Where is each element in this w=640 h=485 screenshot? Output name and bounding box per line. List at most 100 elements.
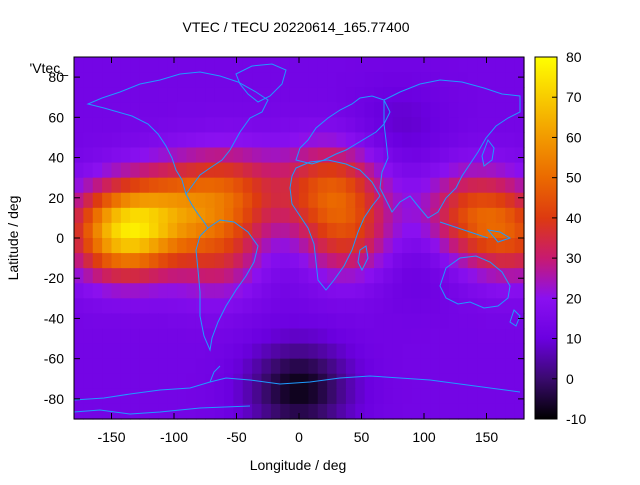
- heatmap-cell: [439, 403, 450, 420]
- heatmap-cell: [345, 313, 356, 330]
- heatmap-cell: [420, 177, 431, 194]
- heatmap-cell: [186, 132, 197, 149]
- heatmap-cell: [374, 117, 384, 134]
- heatmap-cell: [345, 373, 356, 390]
- heatmap-cell: [270, 298, 281, 315]
- heatmap-cell: [355, 238, 366, 254]
- heatmap-cell: [364, 253, 375, 269]
- chart-title: VTEC / TECU 20220614_165.77400: [182, 19, 409, 35]
- heatmap-cell: [383, 162, 394, 179]
- y-tick-label: -80: [44, 391, 64, 407]
- heatmap-cell: [139, 222, 150, 239]
- heatmap-cell: [102, 328, 113, 345]
- heatmap-cell: [336, 147, 347, 164]
- heatmap-cell: [252, 403, 263, 420]
- heatmap-cell: [327, 358, 338, 375]
- heatmap-cell: [317, 87, 328, 103]
- heatmap-cell: [467, 132, 478, 149]
- heatmap-cell: [224, 268, 234, 284]
- heatmap-cell: [514, 358, 525, 375]
- heatmap-cell: [383, 388, 394, 405]
- heatmap-cell: [514, 192, 525, 209]
- heatmap-cell: [252, 222, 263, 239]
- heatmap-cell: [270, 313, 281, 330]
- heatmap-cell: [270, 222, 281, 239]
- heatmap-cell: [270, 268, 281, 284]
- heatmap-cell: [177, 162, 188, 179]
- heatmap-cell: [449, 388, 459, 405]
- heatmap-cell: [242, 388, 253, 405]
- heatmap-cell: [495, 222, 506, 239]
- heatmap-cell: [270, 373, 281, 390]
- heatmap-cell: [149, 403, 159, 420]
- heatmap-cell: [280, 177, 291, 194]
- heatmap-cell: [102, 313, 113, 330]
- heatmap-cell: [111, 313, 122, 330]
- heatmap-cell: [458, 57, 469, 73]
- heatmap-cell: [477, 328, 488, 345]
- heatmap-cell: [83, 72, 94, 88]
- heatmap-cell: [458, 403, 469, 420]
- heatmap-cell: [83, 298, 94, 315]
- heatmap-cell: [195, 132, 206, 149]
- heatmap-cell: [467, 373, 478, 390]
- heatmap-cell: [214, 177, 225, 194]
- heatmap-cell: [439, 313, 450, 330]
- heatmap-cell: [345, 343, 356, 360]
- heatmap-cell: [308, 222, 319, 239]
- heatmap-cell: [74, 72, 84, 88]
- heatmap-cell: [327, 283, 338, 299]
- heatmap-cell: [280, 87, 291, 103]
- heatmap-cell: [439, 343, 450, 360]
- heatmap-cell: [477, 373, 488, 390]
- heatmap-cell: [289, 313, 300, 330]
- heatmap-cell: [430, 298, 441, 315]
- heatmap-cell: [383, 87, 394, 103]
- heatmap-cell: [139, 328, 150, 345]
- heatmap-cell: [214, 313, 225, 330]
- heatmap-cell: [392, 268, 403, 284]
- heatmap-cell: [411, 268, 422, 284]
- heatmap-cell: [158, 283, 169, 299]
- heatmap-cell: [242, 102, 253, 118]
- heatmap-cell: [411, 222, 422, 239]
- heatmap-cell: [327, 102, 338, 118]
- heatmap-cell: [233, 268, 244, 284]
- heatmap-cell: [439, 253, 450, 269]
- heatmap-cell: [214, 192, 225, 209]
- heatmap-cell: [130, 253, 141, 269]
- heatmap-cell: [205, 222, 216, 239]
- heatmap-cell: [477, 238, 488, 254]
- heatmap-cell: [224, 117, 234, 134]
- heatmap-cell: [205, 177, 216, 194]
- heatmap-cell: [411, 147, 422, 164]
- heatmap-cell: [242, 57, 253, 73]
- heatmap-cell: [242, 403, 253, 420]
- heatmap-cell: [299, 268, 309, 284]
- heatmap-cell: [505, 147, 516, 164]
- heatmap-cell: [327, 87, 338, 103]
- heatmap-cell: [280, 132, 291, 149]
- heatmap-cell: [74, 117, 84, 134]
- heatmap-cell: [336, 102, 347, 118]
- heatmap-cell: [289, 238, 300, 254]
- heatmap-cell: [458, 238, 469, 254]
- heatmap-cell: [224, 313, 234, 330]
- heatmap-cell: [83, 132, 94, 149]
- heatmap-cell: [149, 283, 159, 299]
- colorbar-tick-label: 60: [566, 129, 582, 145]
- heatmap-cell: [74, 222, 84, 239]
- heatmap-cell: [92, 222, 103, 239]
- heatmap-cell: [449, 358, 459, 375]
- heatmap-cell: [430, 162, 441, 179]
- heatmap-cell: [449, 373, 459, 390]
- heatmap-cell: [467, 283, 478, 299]
- heatmap-cell: [439, 57, 450, 73]
- heatmap-cell: [449, 192, 459, 209]
- heatmap-cell: [486, 147, 497, 164]
- heatmap-cell: [420, 132, 431, 149]
- heatmap-cell: [430, 177, 441, 194]
- heatmap-cell: [120, 283, 131, 299]
- heatmap-cell: [430, 268, 441, 284]
- heatmap-cell: [130, 207, 141, 224]
